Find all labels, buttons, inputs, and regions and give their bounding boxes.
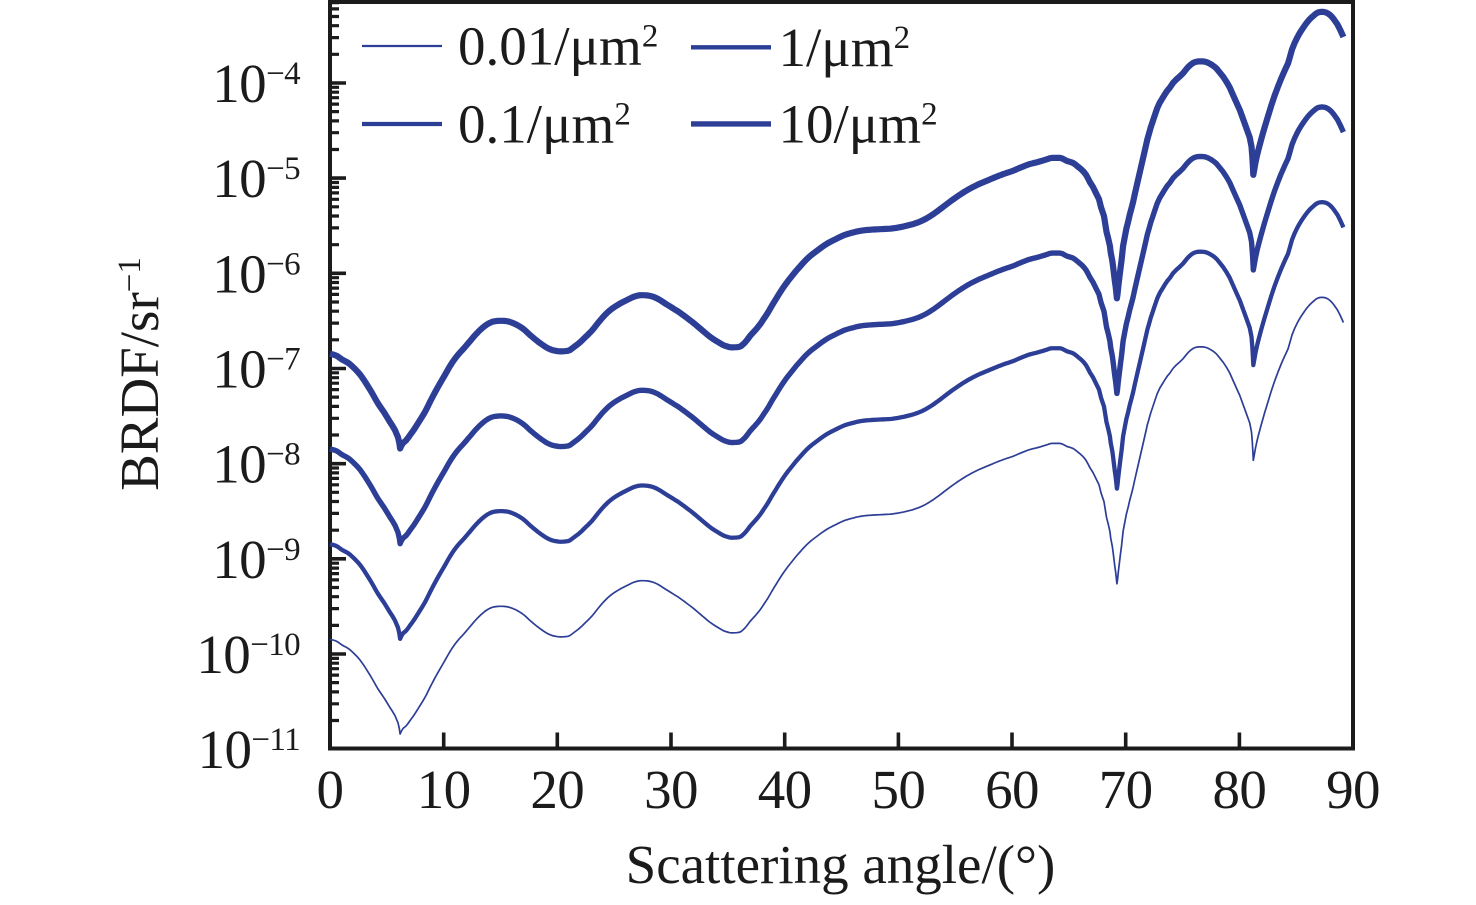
svg-text:30: 30: [644, 759, 698, 820]
svg-text:40: 40: [758, 759, 812, 820]
svg-text:10/μm2: 10/μm2: [779, 94, 938, 155]
svg-text:0: 0: [317, 759, 344, 820]
svg-text:70: 70: [1099, 759, 1153, 820]
svg-text:20: 20: [530, 759, 584, 820]
svg-text:50: 50: [871, 759, 925, 820]
svg-text:1/μm2: 1/μm2: [779, 17, 911, 78]
svg-text:80: 80: [1212, 759, 1266, 820]
svg-text:0.1/μm2: 0.1/μm2: [458, 94, 631, 155]
svg-text:60: 60: [985, 759, 1039, 820]
svg-text:10−9: 10−9: [212, 529, 300, 590]
svg-text:Scattering angle/(°): Scattering angle/(°): [626, 834, 1056, 895]
svg-text:90: 90: [1326, 759, 1380, 820]
svg-text:BRDF/sr−1: BRDF/sr−1: [109, 257, 170, 491]
svg-text:10: 10: [417, 759, 471, 820]
svg-text:10−11: 10−11: [198, 719, 300, 780]
svg-text:0.01/μm2: 0.01/μm2: [458, 16, 658, 77]
